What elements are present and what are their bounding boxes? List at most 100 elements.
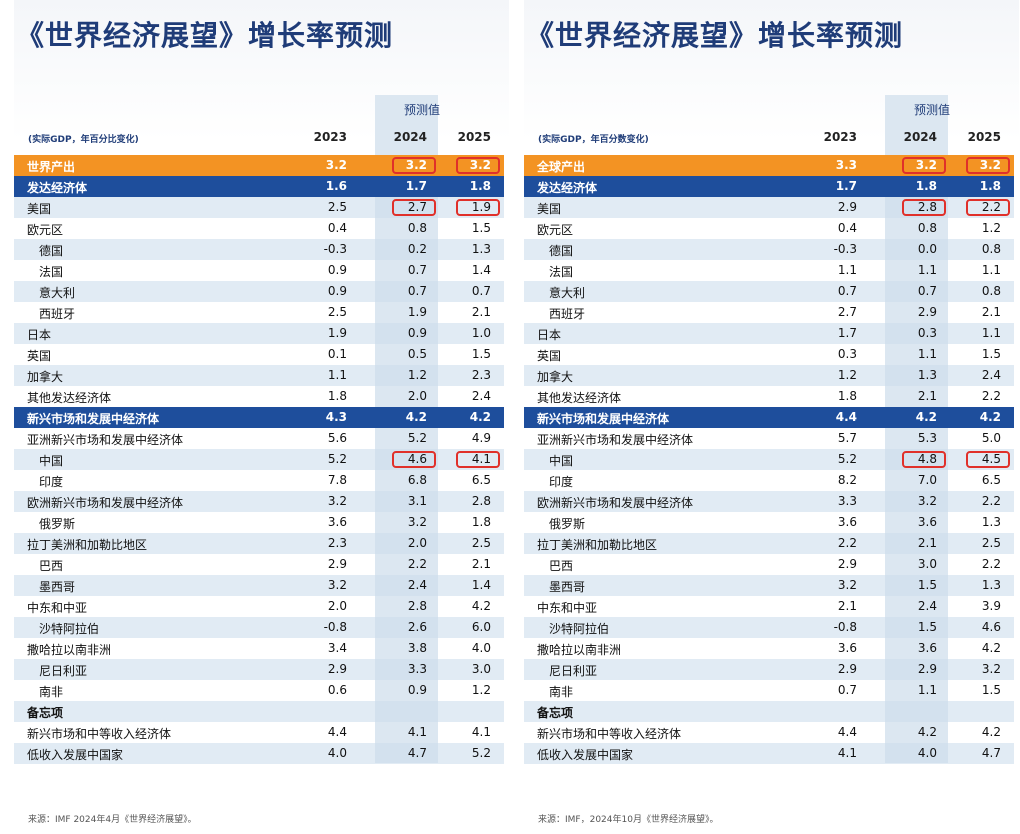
cell-value: 6.0 xyxy=(471,620,491,634)
cell-value: 2.2 xyxy=(981,557,1001,571)
row-label: 欧洲新兴市场和发展中经济体 xyxy=(537,496,694,510)
cell-value: 2.0 xyxy=(407,389,427,403)
cell-value: 0.2 xyxy=(407,242,427,256)
cell-value: 4.1 xyxy=(471,725,491,739)
cell-value: 0.6 xyxy=(327,683,347,697)
row-label: 撒哈拉以南非洲 xyxy=(537,643,622,657)
cell-value: 1.1 xyxy=(837,263,857,277)
cell-value: 3.2 xyxy=(915,158,937,172)
cell-value: 1.2 xyxy=(407,368,427,382)
table-row: 新兴市场和中等收入经济体 4.4 4.2 4.2 xyxy=(524,722,1014,743)
cell-value: 2.8 xyxy=(471,494,491,508)
cell-value: 4.5 xyxy=(981,452,1001,466)
row-label: 美国 xyxy=(537,202,562,216)
cell-value: 4.2 xyxy=(405,410,427,424)
table-row: 尼日利亚 2.9 2.9 3.2 xyxy=(524,659,1014,680)
table-row: 印度 8.2 7.0 6.5 xyxy=(524,470,1014,491)
cell-value: 4.7 xyxy=(407,746,427,760)
cell-value: 2.0 xyxy=(407,536,427,550)
row-label: 尼日利亚 xyxy=(39,664,88,678)
table-row: 加拿大 1.1 1.2 2.3 xyxy=(14,365,504,386)
cell-value: 4.1 xyxy=(837,746,857,760)
cell-value: 1.5 xyxy=(981,683,1001,697)
cell-value: 1.3 xyxy=(471,242,491,256)
table-row: 中国 5.2 4.8 4.5 xyxy=(524,449,1014,470)
unit-note: (实际GDP，年百分数变化) xyxy=(538,135,649,145)
row-label: 中国 xyxy=(39,454,64,468)
cell-value: 2.8 xyxy=(407,599,427,613)
year-header: 2023 xyxy=(823,130,857,144)
cell-value: 2.4 xyxy=(917,599,937,613)
table-row: 俄罗斯 3.6 3.2 1.8 xyxy=(14,512,504,533)
cell-value: 3.4 xyxy=(327,641,347,655)
forecast-label: 预测值 xyxy=(914,103,951,117)
cell-value: 0.4 xyxy=(837,221,857,235)
highlight-box xyxy=(902,451,946,468)
cell-value: 4.6 xyxy=(981,620,1001,634)
cell-value: 0.9 xyxy=(327,284,347,298)
row-label: 俄罗斯 xyxy=(39,517,76,531)
row-label: 新兴市场和中等收入经济体 xyxy=(537,727,682,741)
year-header: 2025 xyxy=(967,130,1001,144)
cell-value: 1.9 xyxy=(407,305,427,319)
table-row: 拉丁美洲和加勒比地区 2.2 2.1 2.5 xyxy=(524,533,1014,554)
cell-value: 1.4 xyxy=(471,578,491,592)
cell-value: 3.2 xyxy=(837,578,857,592)
year-header: 2025 xyxy=(457,130,491,144)
row-label: 美国 xyxy=(27,202,52,216)
table-row: 巴西 2.9 2.2 2.1 xyxy=(14,554,504,575)
cell-value: 4.4 xyxy=(327,725,347,739)
cell-value: 0.9 xyxy=(407,683,427,697)
cell-value: 3.3 xyxy=(837,494,857,508)
table-row: 德国 -0.3 0.2 1.3 xyxy=(14,239,504,260)
cell-value: 4.8 xyxy=(917,452,937,466)
table-row: 俄罗斯 3.6 3.6 1.3 xyxy=(524,512,1014,533)
table-row: 德国 -0.3 0.0 0.8 xyxy=(524,239,1014,260)
row-label: 亚洲新兴市场和发展中经济体 xyxy=(27,433,184,447)
row-label: 印度 xyxy=(549,475,574,489)
table-row: 中东和中亚 2.0 2.8 4.2 xyxy=(14,596,504,617)
cell-value: 4.7 xyxy=(981,746,1001,760)
cell-value: 7.0 xyxy=(917,473,937,487)
cell-value: 1.1 xyxy=(327,368,347,382)
cell-value: 1.9 xyxy=(327,326,347,340)
cell-value: 1.5 xyxy=(917,620,937,634)
cell-value: 4.3 xyxy=(325,410,347,424)
cell-value: 2.9 xyxy=(327,557,347,571)
row-label: 南非 xyxy=(549,685,574,699)
table-row: 新兴市场和中等收入经济体 4.4 4.1 4.1 xyxy=(14,722,504,743)
cell-value: 1.8 xyxy=(837,389,857,403)
cell-value: 4.4 xyxy=(835,410,857,424)
unit-note: (实际GDP，年百分比变化) xyxy=(28,135,139,145)
cell-value: 1.1 xyxy=(917,263,937,277)
table-row: 日本 1.7 0.3 1.1 xyxy=(524,323,1014,344)
cell-value: 6.5 xyxy=(981,473,1001,487)
highlight-box xyxy=(902,157,946,174)
cell-value: 2.1 xyxy=(917,536,937,550)
cell-value: 0.8 xyxy=(981,242,1001,256)
row-label: 德国 xyxy=(39,244,64,258)
row-label: 西班牙 xyxy=(39,307,76,321)
cell-value: 3.6 xyxy=(837,641,857,655)
table-row: 印度 7.8 6.8 6.5 xyxy=(14,470,504,491)
cell-value: 2.9 xyxy=(917,305,937,319)
cell-value: 2.1 xyxy=(917,389,937,403)
row-label: 法国 xyxy=(39,265,64,279)
cell-value: 4.2 xyxy=(981,725,1001,739)
highlight-box xyxy=(392,157,436,174)
cell-value: 1.1 xyxy=(981,326,1001,340)
cell-value: -0.3 xyxy=(323,242,347,256)
cell-value: 2.8 xyxy=(917,200,937,214)
cell-value: 3.3 xyxy=(835,158,857,172)
row-label: 加拿大 xyxy=(27,370,64,384)
table-row: 欧洲新兴市场和发展中经济体 3.3 3.2 2.2 xyxy=(524,491,1014,512)
highlight-box xyxy=(456,157,500,174)
cell-value: 3.6 xyxy=(917,515,937,529)
table-row: 新兴市场和发展中经济体 4.3 4.2 4.2 xyxy=(14,407,504,428)
table-row: 美国 2.9 2.8 2.2 xyxy=(524,197,1014,218)
cell-value: 4.2 xyxy=(981,641,1001,655)
cell-value: 0.0 xyxy=(917,242,937,256)
source-note: 来源：IMF 2024年4月《世界经济展望》。 xyxy=(28,815,197,825)
table-row: 中国 5.2 4.6 4.1 xyxy=(14,449,504,470)
cell-value: 4.2 xyxy=(979,410,1001,424)
